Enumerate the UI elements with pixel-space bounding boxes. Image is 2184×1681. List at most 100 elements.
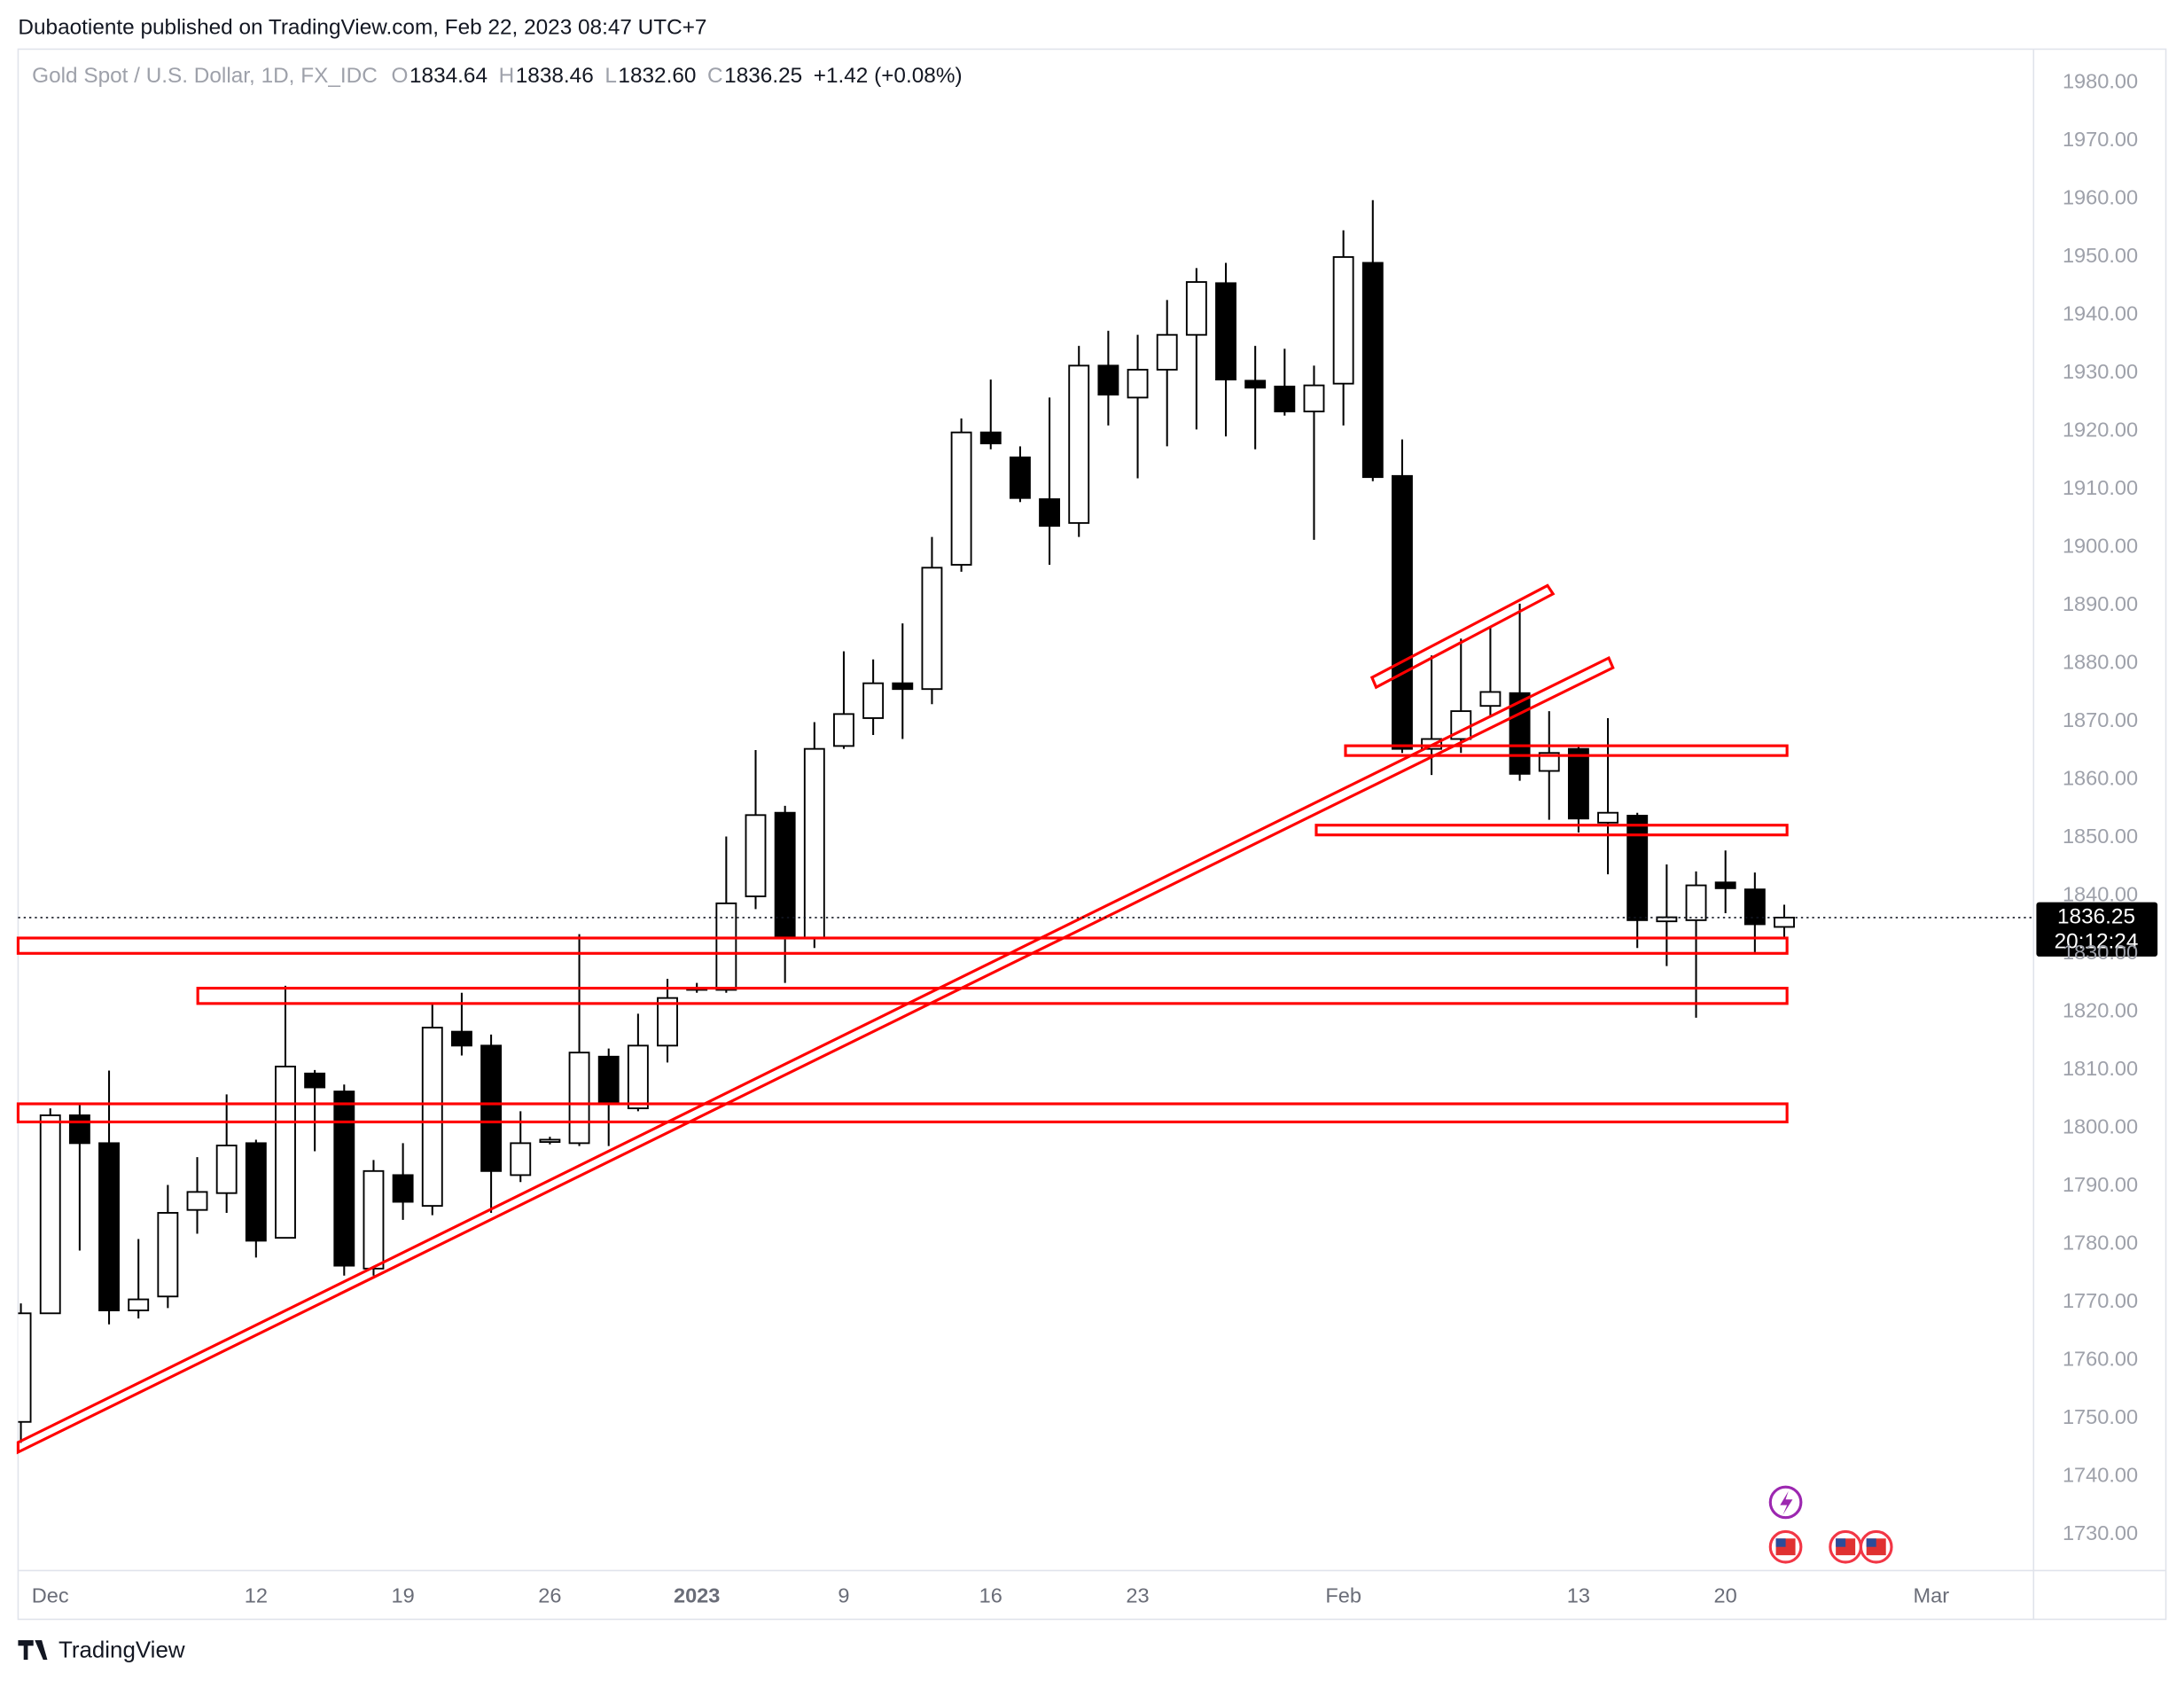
drawings [16,583,1789,1455]
candle-body [803,747,825,940]
candle [98,1070,120,1325]
y-tick-label: 1770.00 [2063,1289,2138,1312]
price-box-bg [2036,902,2158,957]
candle-body [510,1142,532,1177]
y-tick-label: 1950.00 [2063,244,2138,267]
candle-body [128,1298,150,1311]
x-tick-label: Dec [32,1584,69,1607]
candle [1361,199,1384,481]
candle [215,1094,238,1213]
y-tick-label: 1930.00 [2063,360,2138,383]
candle [833,651,854,749]
candle [421,1004,443,1216]
x-tick-label: 16 [979,1584,1002,1607]
flag-icon[interactable] [1859,1529,1893,1564]
candle [1156,300,1178,447]
y-tick-label: 1740.00 [2063,1464,2138,1487]
candle-body [1127,369,1149,399]
candle-body [950,431,972,566]
candle [1538,711,1560,820]
y-tick-label: 1730.00 [2063,1521,2138,1544]
candle-body [275,1065,296,1239]
candle [1479,627,1502,716]
candle [950,418,972,572]
y-tick-label: 1780.00 [2063,1231,2138,1255]
legend-key: O [392,64,409,88]
candle [1215,262,1236,437]
candle [186,1157,208,1234]
y-tick-label: 1820.00 [2063,999,2138,1022]
legend-value: 1838.46 [516,64,594,88]
candle-body [1774,916,1795,928]
candle-body [1626,815,1649,921]
candle [921,536,943,705]
y-tick-label: 1830.00 [2063,941,2138,964]
candle [1274,348,1296,416]
candle-body [774,811,796,940]
legend-text: Gold Spot / U.S. Dollar, 1D, FX_IDC O 1834… [32,64,962,88]
candle-body [1332,255,1354,385]
y-tick-label: 1790.00 [2063,1173,2138,1196]
candle-body [1479,691,1502,708]
candle [480,1034,503,1213]
y-tick-label: 1900.00 [2063,535,2138,558]
candle-body [1509,692,1531,775]
flag-canton [1836,1538,1846,1547]
candle [128,1239,150,1319]
x-tick-label: 9 [838,1584,849,1607]
candle-body [1156,333,1178,371]
legend-key: C [707,64,723,88]
candle-body [480,1044,503,1172]
candle [1068,346,1090,537]
candle [1685,871,1707,1018]
y-tick-label: 1850.00 [2063,825,2138,848]
candle-body [39,1114,61,1315]
y-tick-label: 1910.00 [2063,476,2138,499]
candle-body [921,567,943,691]
candle-body [1567,747,1589,820]
candle [1392,439,1413,754]
y-tick-label: 1980.00 [2063,70,2138,93]
candle [657,979,678,1063]
publish-header: Dubaotiente published on TradingView.com… [18,15,706,39]
candle-body [333,1091,355,1267]
y-tick-label: 1970.00 [2063,128,2138,151]
candle-body [1039,498,1061,528]
candle [1567,746,1589,833]
candle [18,1303,32,1443]
candle-body [1597,811,1619,824]
candle-body [1244,379,1267,389]
legend-value: 1836.25 [724,64,802,88]
legend-change: +1.42 (+0.08%) [814,64,963,88]
y-tick-label: 1860.00 [2063,767,2138,790]
candle-body [568,1052,590,1145]
y-tick-label: 1760.00 [2063,1348,2138,1371]
candle-body [539,1138,561,1144]
candle [363,1160,385,1276]
flag-icon[interactable] [1768,1529,1803,1564]
candle-body [597,1055,620,1106]
candle [1185,268,1207,430]
y-tick-label: 1920.00 [2063,418,2138,442]
candle-body [1392,474,1413,750]
candle-body [186,1191,208,1211]
candle [1509,603,1531,781]
y-tick-label: 1870.00 [2063,708,2138,731]
candle-body [862,682,885,719]
candle-body [1743,888,1766,926]
y-tick-label: 1810.00 [2063,1057,2138,1080]
candle-body [1656,916,1678,923]
candle [1714,850,1736,914]
candle [1009,446,1031,503]
candle [568,934,590,1146]
flag-icon[interactable] [1829,1529,1862,1564]
x-tick-label: 12 [245,1584,268,1607]
candle [1597,717,1619,875]
candle [392,1143,414,1220]
candle [803,722,825,949]
